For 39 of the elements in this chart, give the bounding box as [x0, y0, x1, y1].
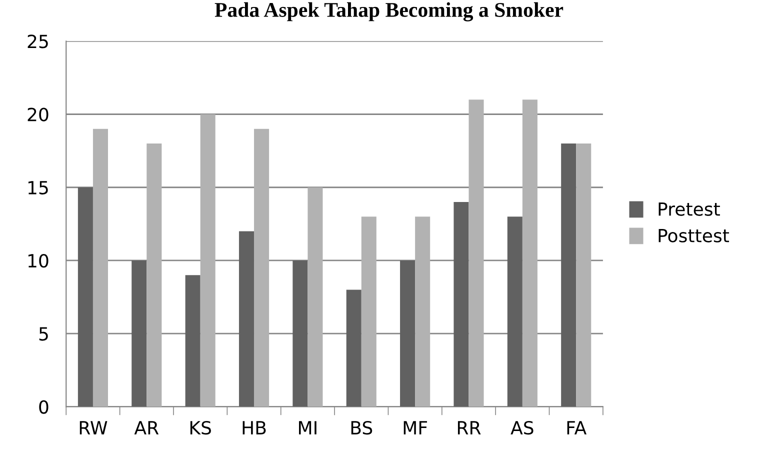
bar: [132, 260, 147, 407]
x-tick-label: FA: [567, 421, 587, 434]
bar: [415, 216, 430, 407]
chart-title: Pada Aspek Tahap Becoming a Smoker: [214, 2, 564, 22]
legend-label: Pretest: [658, 202, 720, 216]
y-tick-label: 25: [28, 34, 48, 48]
y-tick-label: 10: [28, 254, 48, 268]
x-tick-label: HB: [242, 421, 266, 434]
y-tick-label: 0: [39, 400, 48, 414]
bar: [576, 144, 592, 407]
x-tick-label: MI: [299, 421, 316, 434]
x-tick-label: RR: [458, 421, 481, 434]
bar: [292, 260, 308, 407]
bar: [78, 187, 93, 407]
x-tick-label: MF: [404, 421, 427, 434]
bar: [346, 290, 362, 407]
x-tick-label: AR: [134, 421, 159, 434]
bar: [92, 128, 108, 407]
bar: [361, 216, 376, 407]
bar: [308, 187, 323, 407]
bar: [522, 100, 538, 407]
bar: [507, 216, 522, 407]
bar: [468, 100, 484, 407]
bar: [146, 144, 162, 407]
x-tick-label: AS: [510, 420, 534, 435]
bar: [400, 260, 416, 407]
legend-label: Posttest: [658, 229, 730, 242]
bar: [561, 144, 576, 407]
bar: [238, 231, 254, 407]
x-tick-label: KS: [190, 420, 211, 435]
x-tick-label: BS: [351, 420, 372, 435]
y-tick-label: 20: [28, 108, 48, 122]
bar: [200, 114, 216, 407]
y-tick-label: 15: [28, 181, 48, 194]
bar: [185, 275, 200, 407]
y-tick-label: 5: [39, 327, 48, 341]
x-tick-label: RW: [80, 421, 108, 434]
bar: [454, 202, 469, 407]
bar: [254, 128, 270, 407]
